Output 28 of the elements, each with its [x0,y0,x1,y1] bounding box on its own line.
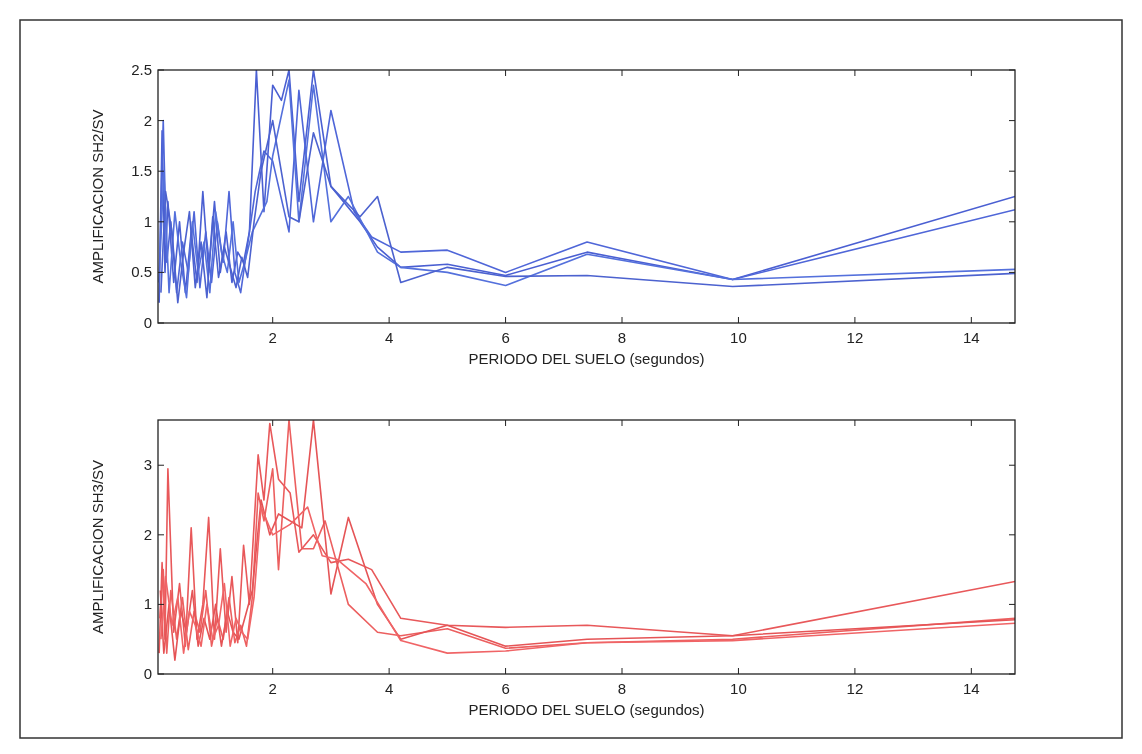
y-tick-label: 1.5 [131,162,152,180]
x-tick-label: 4 [384,680,394,697]
y-tick-label: 2 [143,111,152,129]
x-tick-label: 2 [268,680,277,697]
y-tick-label: 1 [143,212,152,230]
y-tick-label: 0.5 [131,263,152,281]
y-tick-label: 2.5 [131,61,152,78]
x-tick-label: 2 [268,329,277,346]
x-tick-label: 12 [846,329,864,346]
x-tick-label: 10 [730,329,747,346]
y-tick-label: 3 [143,456,152,474]
x-tick-label: 6 [501,680,510,697]
x-tick-label: 4 [384,329,394,346]
y-tick-label: 0 [143,314,152,331]
x-tick-label: 12 [846,680,864,697]
x-tick-label: 10 [730,680,747,697]
x-tick-label: 8 [617,329,627,346]
y-tick-label: 2 [143,525,152,543]
x-tick-label: 14 [962,329,980,346]
y-tick-label: 1 [143,595,152,613]
x-axis-title: PERIODO DEL SUELO (segundos) [468,701,705,718]
x-axis-title: PERIODO DEL SUELO (segundos) [468,350,705,367]
x-tick-label: 8 [617,680,627,697]
y-axis-title: AMPLIFICACION SH3/SV [89,459,106,635]
y-tick-label: 0 [143,665,152,682]
x-tick-label: 14 [962,680,980,697]
x-tick-label: 6 [501,329,510,346]
y-axis-title: AMPLIFICACION SH2/SV [89,109,106,284]
